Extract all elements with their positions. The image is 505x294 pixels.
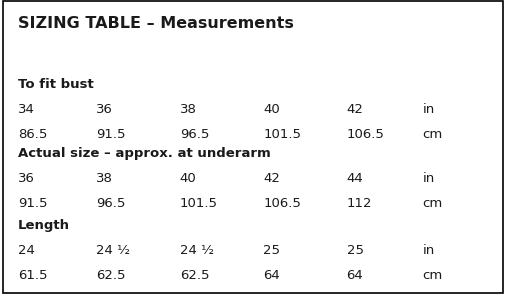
- Text: 101.5: 101.5: [179, 197, 217, 210]
- Text: 86.5: 86.5: [18, 128, 47, 141]
- Text: in: in: [422, 172, 434, 185]
- Text: 36: 36: [18, 172, 34, 185]
- Text: 61.5: 61.5: [18, 269, 47, 282]
- Text: 42: 42: [263, 172, 279, 185]
- Text: 91.5: 91.5: [96, 128, 125, 141]
- Text: 25: 25: [346, 244, 363, 257]
- Text: 24: 24: [18, 244, 34, 257]
- Text: 64: 64: [346, 269, 363, 282]
- Text: To fit bust: To fit bust: [18, 78, 93, 91]
- Text: cm: cm: [422, 128, 442, 141]
- Text: 25: 25: [263, 244, 280, 257]
- Text: 112: 112: [346, 197, 371, 210]
- Text: 40: 40: [179, 172, 196, 185]
- Text: 38: 38: [96, 172, 113, 185]
- Text: 96.5: 96.5: [179, 128, 209, 141]
- Text: 38: 38: [179, 103, 196, 116]
- Text: 106.5: 106.5: [346, 128, 384, 141]
- Text: SIZING TABLE – Measurements: SIZING TABLE – Measurements: [18, 16, 293, 31]
- Text: in: in: [422, 103, 434, 116]
- Text: 62.5: 62.5: [96, 269, 125, 282]
- Text: 91.5: 91.5: [18, 197, 47, 210]
- Text: 42: 42: [346, 103, 363, 116]
- Text: 96.5: 96.5: [96, 197, 125, 210]
- Text: 40: 40: [263, 103, 279, 116]
- Text: 34: 34: [18, 103, 34, 116]
- Text: 36: 36: [96, 103, 113, 116]
- Text: 24 ½: 24 ½: [96, 244, 130, 257]
- Text: 44: 44: [346, 172, 363, 185]
- Text: Actual size – approx. at underarm: Actual size – approx. at underarm: [18, 147, 270, 160]
- Text: 64: 64: [263, 269, 279, 282]
- Text: 62.5: 62.5: [179, 269, 209, 282]
- Text: Length: Length: [18, 219, 70, 232]
- Text: 24 ½: 24 ½: [179, 244, 213, 257]
- Text: cm: cm: [422, 269, 442, 282]
- Text: cm: cm: [422, 197, 442, 210]
- Text: 106.5: 106.5: [263, 197, 300, 210]
- Text: 101.5: 101.5: [263, 128, 300, 141]
- Text: in: in: [422, 244, 434, 257]
- FancyBboxPatch shape: [3, 1, 502, 293]
